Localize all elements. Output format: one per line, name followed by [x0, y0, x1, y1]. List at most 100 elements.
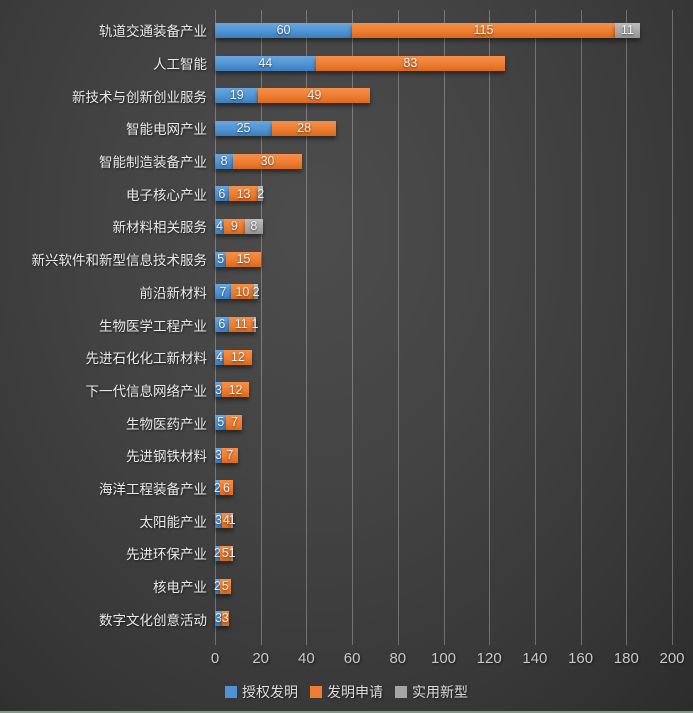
legend-label: 实用新型 — [412, 684, 468, 700]
segment-value-label: 7 — [219, 284, 227, 299]
segment-value-label: 6 — [218, 186, 226, 201]
x-tick-label: 80 — [389, 650, 407, 667]
bar-segment: 1 — [228, 545, 236, 561]
gridline — [443, 10, 445, 645]
x-tick-label: 120 — [476, 650, 502, 667]
bar-segment: 5 — [219, 545, 231, 561]
segment-value-label: 3 — [214, 611, 222, 626]
segment-value-label: 30 — [260, 153, 275, 168]
bar-segment: 28 — [272, 120, 337, 136]
segment-value-label: 2 — [213, 480, 221, 495]
segment-value-label: 1 — [228, 513, 236, 528]
stacked-bar: 7 10 2 — [215, 284, 672, 300]
bar-segment: 5 — [219, 578, 231, 594]
segment-value-label: 8 — [250, 219, 258, 234]
bar-segment: 15 — [226, 251, 261, 267]
bar-row: 轨道交通装备产业 60 115 11 — [0, 14, 672, 47]
bar-segment: 13 — [228, 186, 259, 202]
bar-segment: 10 — [230, 284, 254, 300]
bar-segment: 7 — [215, 284, 231, 300]
segment-value-label: 2 — [213, 546, 221, 561]
gridline — [260, 10, 262, 645]
category-label: 海洋工程装备产业 — [99, 481, 207, 497]
category-label: 新兴软件和新型信息技术服务 — [31, 253, 208, 269]
stacked-bar: 6 11 1 — [215, 317, 672, 333]
x-tick-label: 40 — [298, 650, 315, 667]
bar-row: 生物医药产业 5 7 — [0, 406, 672, 439]
x-tick-label: 60 — [343, 650, 361, 667]
bar-segment: 4 — [215, 218, 225, 234]
category-label: 智能电网产业 — [126, 122, 207, 138]
bar-segment: 83 — [315, 55, 506, 71]
stacked-bar: 25 28 — [215, 120, 672, 136]
segment-value-label: 12 — [230, 349, 245, 364]
segment-value-label: 4 — [222, 513, 230, 528]
bar-segment: 115 — [352, 22, 615, 38]
x-tick-label: 160 — [568, 650, 594, 667]
gridline — [534, 10, 536, 645]
segment-value-label: 3 — [214, 382, 222, 397]
category-label: 下一代信息网络产业 — [85, 383, 208, 399]
bar-row: 新技术与创新创业服务 19 49 — [0, 79, 672, 112]
bar-segment: 1 — [251, 317, 259, 333]
segment-value-label: 6 — [222, 480, 230, 495]
segment-value-label: 1 — [251, 317, 259, 332]
segment-value-label: 11 — [620, 23, 634, 38]
category-label: 数字文化创意活动 — [99, 612, 207, 628]
stacked-bar: 44 83 — [215, 55, 672, 71]
x-tick-label: 0 — [210, 650, 220, 667]
legend-swatch-icon — [310, 686, 322, 698]
bar-row: 前沿新材料 7 10 2 — [0, 276, 672, 309]
bar-segment: 44 — [215, 55, 316, 71]
segment-value-label: 28 — [297, 121, 312, 136]
bar-row: 新材料相关服务 4 9 8 — [0, 210, 672, 243]
bar-row: 电子核心产业 6 13 2 — [0, 177, 672, 210]
x-tick-label: 140 — [522, 650, 548, 667]
bar-row: 核电产业 2 5 — [0, 570, 672, 603]
stacked-bar: 8 30 — [215, 153, 672, 169]
segment-value-label: 12 — [228, 382, 243, 397]
gridline — [352, 10, 354, 645]
legend-item: 授权发明 — [225, 682, 298, 702]
gridline — [626, 10, 628, 645]
bar-segment: 49 — [258, 88, 371, 104]
category-label: 核电产业 — [153, 580, 207, 596]
stacked-bar: 19 49 — [215, 88, 672, 104]
stacked-bar: 60 115 11 — [215, 22, 672, 38]
segment-value-label: 3 — [214, 513, 222, 528]
segment-value-label: 1 — [228, 546, 236, 561]
segment-value-label: 49 — [307, 88, 322, 103]
segment-value-label: 4 — [216, 219, 224, 234]
bar-row: 智能电网产业 25 28 — [0, 112, 672, 145]
segment-value-label: 83 — [403, 55, 418, 70]
category-label: 前沿新材料 — [139, 285, 208, 301]
bar-segment: 3 — [214, 382, 222, 398]
plot-rows: 轨道交通装备产业 60 115 11 人工智能 44 83 新技术与创新创业服务 19 49 智能电… — [0, 14, 672, 635]
x-tick-label: 180 — [613, 650, 639, 667]
segment-value-label: 15 — [236, 251, 251, 266]
bar-segment: 4 — [221, 513, 231, 529]
category-label: 太阳能产业 — [139, 514, 208, 530]
bar-row: 人工智能 44 83 — [0, 47, 672, 80]
bar-segment: 6 — [215, 186, 229, 202]
segment-value-label: 13 — [236, 186, 251, 201]
bar-segment: 25 — [215, 120, 273, 136]
legend-swatch-icon — [395, 686, 407, 698]
stacked-bar: 6 13 2 — [215, 186, 672, 202]
x-tick-label: 20 — [252, 650, 270, 667]
bar-segment: 1 — [228, 513, 236, 529]
legend-item: 实用新型 — [395, 682, 468, 702]
segment-value-label: 5 — [217, 251, 225, 266]
segment-value-label: 19 — [229, 88, 244, 103]
segment-value-label: 2 — [252, 284, 260, 299]
bar-segment: 8 — [244, 218, 263, 234]
category-label: 智能制造装备产业 — [99, 155, 207, 171]
bar-row: 生物医学工程产业 6 11 1 — [0, 308, 672, 341]
